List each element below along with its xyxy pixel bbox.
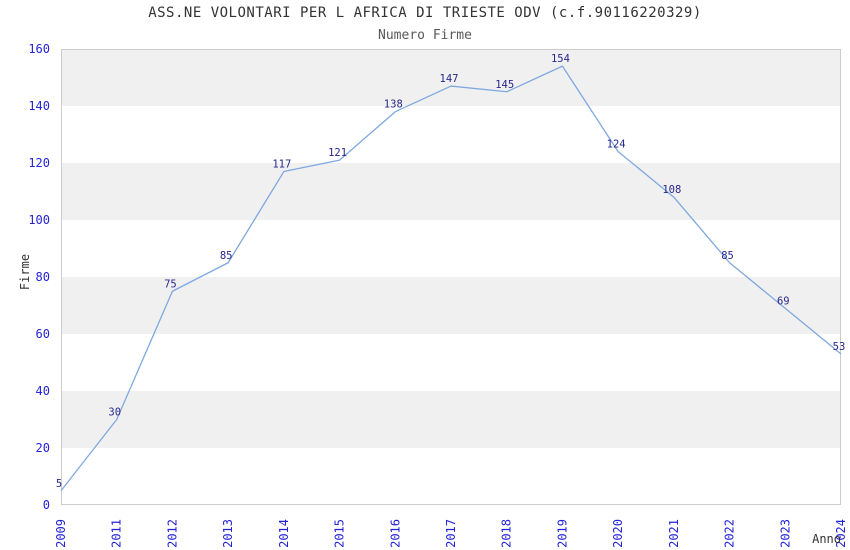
- data-point-label: 154: [551, 53, 570, 65]
- x-tick-label: 2022: [723, 519, 737, 548]
- y-tick-label: 0: [43, 498, 50, 512]
- x-tick-label: 2023: [778, 519, 792, 548]
- axis-tick-layer: 0 20 40 60 80 100 120 140 160 2009 2011 2012 2013 201…: [28, 42, 848, 548]
- chart-subtitle: Numero Firme: [378, 28, 472, 43]
- y-tick-label: 60: [36, 327, 50, 341]
- data-point-label: 147: [440, 73, 459, 85]
- y-axis-title: Firme: [18, 254, 32, 290]
- y-tick-label: 160: [28, 42, 50, 56]
- data-point-label: 138: [384, 99, 403, 111]
- x-tick-label: 2020: [611, 519, 625, 548]
- plot-border: [61, 49, 841, 505]
- data-point-label: 117: [272, 159, 291, 171]
- data-point-label: 124: [607, 139, 626, 151]
- x-tick-label: 2012: [165, 519, 179, 548]
- chart-title: ASS.NE VOLONTARI PER L AFRICA DI TRIESTE…: [148, 5, 702, 21]
- y-tick-label: 120: [28, 156, 50, 170]
- grid-band: [61, 163, 841, 220]
- x-tick-label: 2016: [388, 519, 402, 548]
- data-line: [60, 65, 842, 492]
- data-point-label: 69: [777, 295, 790, 307]
- data-point-label: 121: [328, 147, 347, 159]
- data-point-label: 53: [833, 341, 846, 353]
- data-point-label: 75: [164, 278, 177, 290]
- x-tick-label: 2019: [555, 519, 569, 548]
- x-tick-label: 2013: [221, 519, 235, 548]
- grid-band: [61, 49, 841, 106]
- y-tick-label: 20: [36, 441, 50, 455]
- x-axis-title: Anno: [812, 532, 841, 546]
- y-tick-label: 140: [28, 99, 50, 113]
- data-point-label: 85: [220, 250, 233, 262]
- data-point-label: 30: [108, 407, 121, 419]
- x-tick-label: 2015: [333, 519, 347, 548]
- grid-band-layer: [61, 49, 841, 505]
- y-tick-label: 80: [36, 270, 50, 284]
- data-point-label: 145: [495, 79, 514, 91]
- x-tick-label: 2017: [444, 519, 458, 548]
- x-tick-label: 2024: [834, 519, 848, 548]
- grid-band: [61, 277, 841, 334]
- x-tick-label: 2021: [667, 519, 681, 548]
- x-tick-label: 2018: [500, 519, 514, 548]
- grid-band: [61, 391, 841, 448]
- data-point-label: 85: [721, 250, 734, 262]
- plot-layer: 5 30 75 85 117 121 138 147 145 154 124 108 85 69 53: [56, 53, 846, 492]
- x-tick-label: 2011: [110, 519, 124, 548]
- x-tick-label: 2014: [277, 519, 291, 548]
- y-tick-label: 40: [36, 384, 50, 398]
- data-point-label: 5: [56, 478, 62, 490]
- y-tick-label: 100: [28, 213, 50, 227]
- x-tick-label: 2009: [54, 519, 68, 548]
- data-point-label: 108: [662, 184, 681, 196]
